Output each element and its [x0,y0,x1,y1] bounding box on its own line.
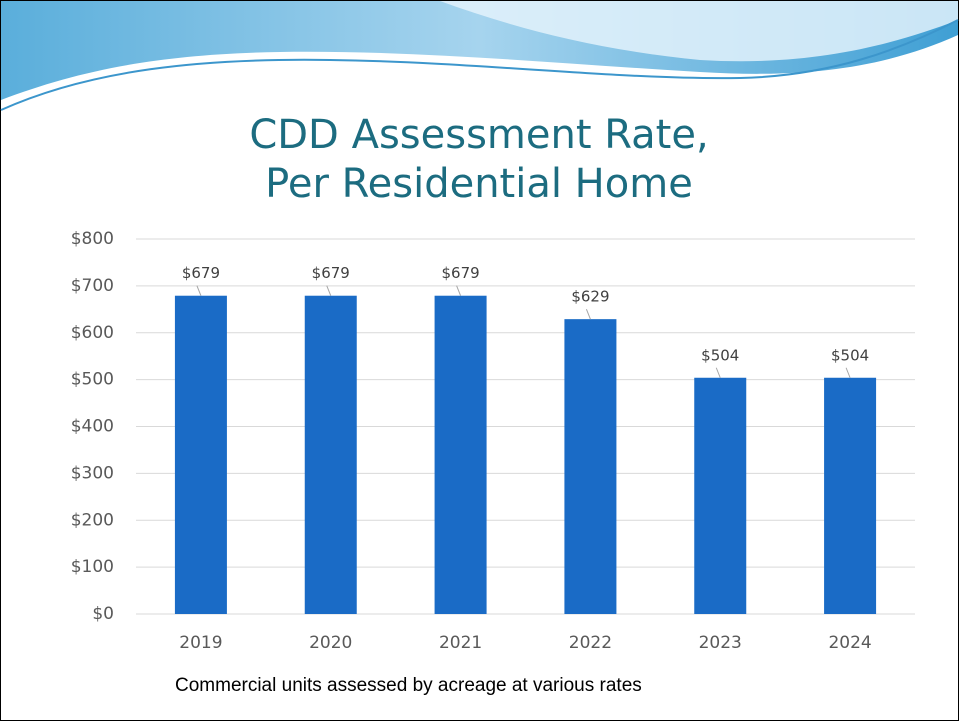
y-tick-label: $200 [71,510,114,530]
bar [564,319,616,614]
value-label: $679 [312,264,350,282]
chart-title: Per Residential Home [265,161,693,207]
bar [175,296,227,614]
value-label: $629 [571,288,609,306]
chart-title: CDD Assessment Rate, [249,112,708,158]
y-tick-label: $300 [71,463,114,483]
bar [435,296,487,614]
y-tick-label: $800 [71,229,114,249]
y-tick-label: $500 [71,370,114,390]
x-tick-label: 2024 [828,633,871,653]
x-tick-label: 2020 [309,633,352,653]
value-label: $679 [441,264,479,282]
x-tick-label: 2019 [179,633,222,653]
x-tick-label: 2021 [439,633,482,653]
slide: CDD Assessment Rate, Per Residential Hom… [0,0,959,721]
bar [694,378,746,614]
bar [305,296,357,614]
y-tick-label: $0 [92,604,114,624]
footnote: Commercial units assessed by acreage at … [175,675,642,696]
value-label: $679 [182,264,220,282]
x-tick-label: 2023 [699,633,742,653]
value-label: $504 [701,346,739,364]
y-tick-label: $400 [71,417,114,437]
bar [824,378,876,614]
y-tick-label: $700 [71,276,114,296]
y-tick-label: $600 [71,323,114,343]
x-tick-label: 2022 [569,633,612,653]
value-label: $504 [831,346,869,364]
y-tick-label: $100 [71,557,114,577]
